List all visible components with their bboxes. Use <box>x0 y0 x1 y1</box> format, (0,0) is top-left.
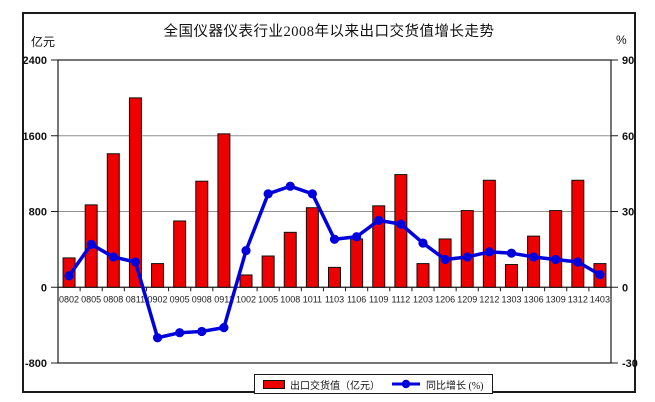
svg-text:0911: 0911 <box>214 294 233 304</box>
svg-text:1005: 1005 <box>258 294 278 304</box>
legend-bar-swatch-icon <box>263 379 285 389</box>
svg-text:0902: 0902 <box>148 294 168 304</box>
svg-text:0908: 0908 <box>192 294 212 304</box>
svg-text:0905: 0905 <box>170 294 190 304</box>
svg-text:0802: 0802 <box>59 294 79 304</box>
right-axis-unit-label: % <box>616 33 627 47</box>
legend-line-swatch-icon <box>391 379 421 389</box>
svg-text:1112: 1112 <box>392 294 411 304</box>
svg-text:-30: -30 <box>622 358 638 370</box>
svg-text:1109: 1109 <box>369 294 388 304</box>
svg-text:0811: 0811 <box>126 294 145 304</box>
svg-text:0808: 0808 <box>103 294 123 304</box>
svg-text:800: 800 <box>29 207 47 219</box>
svg-text:1106: 1106 <box>347 294 366 304</box>
legend-bar-label: 出口交货值（亿元） <box>290 380 380 392</box>
legend-line-label: 同比增长 (%) <box>426 380 484 392</box>
svg-text:1002: 1002 <box>236 294 256 304</box>
svg-text:1212: 1212 <box>479 294 499 304</box>
chart-frame <box>22 12 636 393</box>
svg-text:1103: 1103 <box>325 294 344 304</box>
svg-text:2400: 2400 <box>23 55 47 67</box>
svg-text:1312: 1312 <box>568 294 588 304</box>
svg-text:1303: 1303 <box>501 294 521 304</box>
left-axis-unit-label: 亿元 <box>31 35 56 49</box>
svg-text:1309: 1309 <box>546 294 566 304</box>
svg-text:1203: 1203 <box>413 294 433 304</box>
svg-text:1306: 1306 <box>524 294 544 304</box>
svg-text:60: 60 <box>622 131 634 143</box>
svg-text:1600: 1600 <box>23 131 47 143</box>
svg-text:1011: 1011 <box>303 294 322 304</box>
svg-text:90: 90 <box>622 55 634 67</box>
svg-text:1008: 1008 <box>280 294 300 304</box>
svg-text:1209: 1209 <box>457 294 477 304</box>
svg-text:30: 30 <box>622 207 634 219</box>
svg-text:0: 0 <box>622 282 628 294</box>
svg-text:-800: -800 <box>25 358 47 370</box>
svg-text:1206: 1206 <box>435 294 455 304</box>
svg-text:1403: 1403 <box>590 294 610 304</box>
chart-title: 全国仪器仪表行业2008年以来出口交货值增长走势 <box>163 24 495 40</box>
svg-text:0805: 0805 <box>81 294 101 304</box>
chart-legend: 出口交货值（亿元） 同比增长 (%) <box>254 374 493 394</box>
svg-text:0: 0 <box>41 282 47 294</box>
